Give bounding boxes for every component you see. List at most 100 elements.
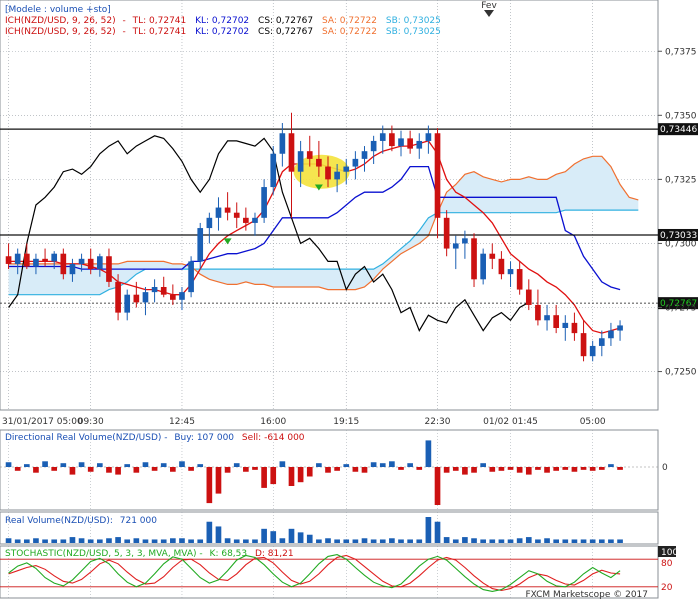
current-price-label-bg: [658, 297, 698, 310]
candle-body: [243, 217, 249, 223]
candle-body: [316, 158, 322, 167]
directional-volume-bar: [379, 463, 386, 467]
real-volume-bar: [215, 526, 222, 543]
time-tick-label: 22:30: [425, 417, 451, 427]
real-volume-bar: [160, 539, 167, 543]
directional-volume-bar: [5, 462, 12, 467]
candlestick-series: [5, 112, 623, 362]
candle-body: [589, 345, 596, 357]
directional-volume-bar: [580, 467, 587, 470]
level-label: 0,73033: [660, 231, 697, 241]
stochastic-tick-20: 20: [661, 583, 673, 593]
month-marker-icon[interactable]: [484, 10, 494, 17]
directional-volume-bar: [544, 467, 550, 473]
candle-body: [434, 133, 441, 218]
real-volume-bar: [389, 538, 395, 543]
candle-body: [325, 166, 331, 180]
directional-volume-bar: [507, 467, 514, 470]
candle-body: [498, 258, 505, 275]
directional-volume-bar: [215, 467, 222, 494]
time-tick-label: 31/01/2017 05:00: [2, 417, 83, 427]
real-volume-bars: [5, 517, 623, 543]
real-volume-bar: [33, 538, 39, 543]
directional-volume-label: Directional Real Volume(NZD/USD) -: [5, 433, 168, 443]
directional-volume-bar: [14, 467, 21, 471]
real-volume-bar: [325, 538, 331, 543]
real-volume-bar: [443, 537, 450, 543]
candle-body: [51, 253, 58, 262]
legend-1-dash: -: [123, 16, 126, 26]
highlight-annotation: [223, 154, 350, 245]
candle-body: [389, 133, 395, 147]
price-tick-label: 0,7250: [665, 368, 697, 378]
directional-volume-bar: [416, 467, 423, 470]
directional-volume-bar: [206, 467, 213, 504]
real-volume-bar: [5, 538, 12, 543]
real-volume-bar: [535, 539, 541, 543]
directional-volume-bar: [471, 467, 477, 473]
directional-volume-bar: [270, 467, 277, 485]
directional-volume-bar: [443, 467, 450, 473]
candle-body: [535, 304, 541, 321]
directional-volume-bar: [97, 463, 103, 467]
real-volume-bar: [343, 539, 350, 543]
directional-volume-bar: [160, 463, 167, 467]
senkou-a-line: [8, 155, 639, 291]
real-volume-bar: [261, 528, 267, 543]
candle-body: [215, 207, 222, 218]
candle-body: [261, 187, 267, 218]
real-volume-bar: [106, 538, 112, 543]
directional-volume-bar: [617, 467, 623, 470]
time-tick-label: 16:00: [260, 417, 286, 427]
directional-volume-bar: [224, 467, 231, 473]
real-volume-bar: [288, 528, 295, 543]
directional-volume-bar: [306, 467, 313, 477]
ichimoku-legend-line-1: ICH(NZD/USD, 9, 26, 52) - TL: 0,72741 KL…: [5, 16, 441, 26]
stochastic-tick-100-bg: [658, 546, 676, 557]
real-volume-bar: [14, 539, 21, 543]
real-volume-bar: [179, 538, 185, 543]
candle-body: [252, 217, 258, 223]
real-volume-bar: [279, 538, 286, 543]
directional-volume-bar: [498, 467, 505, 471]
candle-body: [206, 217, 213, 229]
real-volume-bar: [233, 539, 240, 543]
real-volume-bar: [297, 532, 304, 543]
price-tick-label: 0,7375: [665, 47, 697, 57]
time-tick-label: 09:30: [78, 417, 104, 427]
model-label: [Modele : volume +sto]: [5, 5, 111, 15]
directional-volume-bar: [343, 464, 350, 467]
real-volume-bar: [243, 539, 249, 543]
real-volume-bar: [334, 539, 340, 543]
real-volume-bar: [425, 517, 432, 543]
directional-volume-zero-tick: 0: [662, 463, 668, 473]
directional-volume-bar: [562, 467, 569, 470]
stochastic-panel-frame: [0, 545, 659, 599]
candle-body: [69, 263, 76, 275]
directional-volume-label-row: Directional Real Volume(NZD/USD) - Buy: …: [5, 433, 305, 443]
legend-1-prefix: ICH(NZD/USD, 9, 26, 52): [5, 16, 116, 26]
candle-body: [334, 171, 340, 180]
price-tick-label: 0,7350: [665, 111, 697, 121]
real-volume-bar: [42, 539, 48, 543]
candle-body: [179, 292, 185, 300]
price-tick-label: 0,7325: [665, 175, 697, 185]
legend-2-prefix: ICH(NZD/USD, 9, 26, 52): [5, 27, 116, 37]
candle-body: [14, 253, 21, 264]
candle-body: [379, 133, 386, 141]
stochastic-k-line: [8, 554, 621, 592]
real-volume-bar: [516, 538, 523, 543]
directional-volume-bar: [124, 464, 131, 467]
candle-body: [170, 294, 176, 300]
real-volume-bar: [151, 539, 158, 543]
real-volume-bar: [188, 539, 194, 543]
real-volume-label-row: Real Volume(NZD/USD): 721 000: [5, 516, 157, 526]
directional-volume-bar: [179, 461, 185, 467]
candle-body: [142, 292, 149, 303]
signal-arrow-icon: [223, 238, 232, 245]
real-volume-bar: [544, 538, 550, 543]
real-volume-bar: [617, 539, 623, 543]
price-y-axis: 0,7375 0,7350 0,7325 0,7300 0,7275 0,7250: [658, 47, 697, 378]
